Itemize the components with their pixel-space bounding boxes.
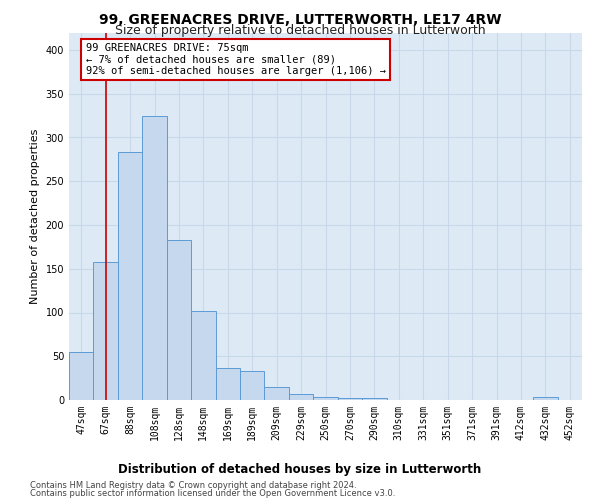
Bar bbox=[240, 371, 265, 400]
Text: Contains HM Land Registry data © Crown copyright and database right 2024.: Contains HM Land Registry data © Crown c… bbox=[30, 481, 356, 490]
Bar bbox=[118, 152, 142, 400]
Bar bbox=[265, 387, 289, 400]
Bar bbox=[215, 368, 240, 400]
Text: 99 GREENACRES DRIVE: 75sqm
← 7% of detached houses are smaller (89)
92% of semi-: 99 GREENACRES DRIVE: 75sqm ← 7% of detac… bbox=[86, 43, 386, 76]
Bar bbox=[289, 394, 313, 400]
Bar bbox=[69, 352, 94, 400]
Bar bbox=[167, 240, 191, 400]
Bar bbox=[362, 398, 386, 400]
Bar bbox=[533, 398, 557, 400]
Bar bbox=[338, 398, 362, 400]
Y-axis label: Number of detached properties: Number of detached properties bbox=[30, 128, 40, 304]
Bar bbox=[313, 396, 338, 400]
Text: Size of property relative to detached houses in Lutterworth: Size of property relative to detached ho… bbox=[115, 24, 485, 37]
Bar bbox=[191, 310, 215, 400]
Text: Contains public sector information licensed under the Open Government Licence v3: Contains public sector information licen… bbox=[30, 489, 395, 498]
Text: 99, GREENACRES DRIVE, LUTTERWORTH, LE17 4RW: 99, GREENACRES DRIVE, LUTTERWORTH, LE17 … bbox=[99, 12, 501, 26]
Bar bbox=[94, 262, 118, 400]
Bar bbox=[142, 116, 167, 400]
Text: Distribution of detached houses by size in Lutterworth: Distribution of detached houses by size … bbox=[118, 462, 482, 475]
